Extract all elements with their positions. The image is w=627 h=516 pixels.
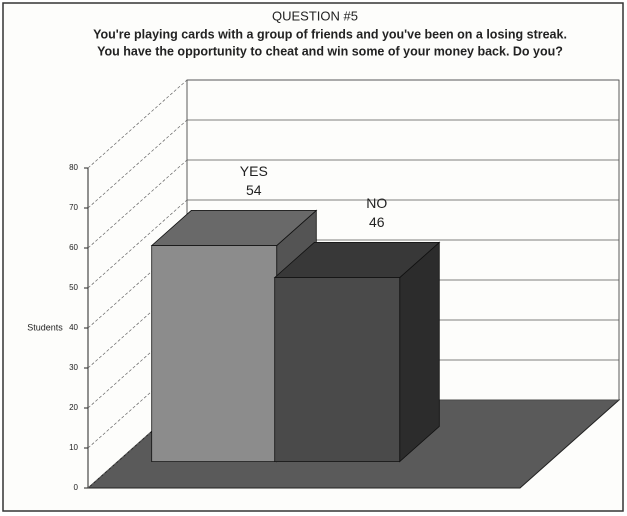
- bar: [151, 245, 278, 463]
- y-tick-label: 50: [69, 283, 78, 292]
- bar-side: [399, 241, 440, 463]
- grid-line: [87, 79, 188, 169]
- y-tick-label: 40: [69, 323, 78, 332]
- y-tick-label: 30: [69, 363, 78, 372]
- category-label: NO: [366, 195, 387, 211]
- y-tick-label: 80: [69, 163, 78, 172]
- y-axis-label: Students: [27, 322, 63, 332]
- chart-title: QUESTION #5: [272, 8, 358, 23]
- y-tick-label: 60: [69, 243, 78, 252]
- grid-line: [87, 119, 188, 209]
- bar: [274, 277, 401, 463]
- grid-line: [87, 199, 188, 289]
- y-tick-label: 70: [69, 203, 78, 212]
- grid-line: [87, 159, 188, 249]
- chart-subtitle: You have the opportunity to cheat and wi…: [97, 44, 563, 58]
- chart-subtitle: You're playing cards with a group of fri…: [93, 27, 567, 41]
- y-tick-label: 20: [69, 403, 78, 412]
- y-tick-label: 10: [69, 443, 78, 452]
- data-label: 46: [369, 214, 385, 230]
- y-tick-label: 0: [74, 483, 79, 492]
- category-label: YES: [240, 163, 268, 179]
- data-label: 54: [246, 182, 262, 198]
